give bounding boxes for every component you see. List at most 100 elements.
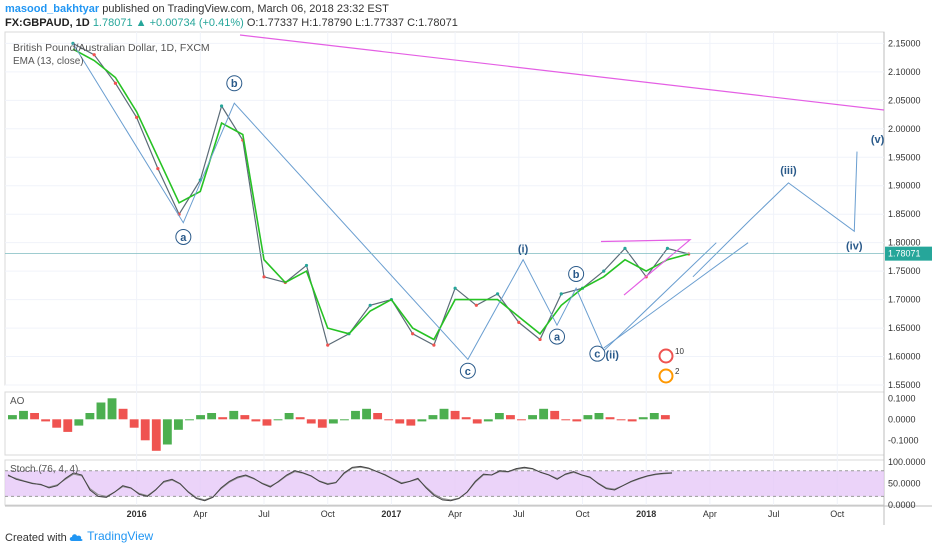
x-tick-label: Oct	[321, 509, 336, 519]
ao-bar	[185, 419, 194, 421]
ao-bar	[284, 413, 294, 420]
ao-tick-label: -0.1000	[888, 435, 919, 445]
ao-bar	[417, 419, 427, 422]
author-link[interactable]: masood_bakhtyar	[5, 3, 100, 15]
ao-bar	[649, 413, 659, 420]
high-value: H:1.78790	[301, 17, 353, 29]
wave-label: c	[594, 349, 600, 361]
ao-bar	[151, 419, 161, 451]
ao-bar	[273, 419, 283, 421]
open-value: O:1.77337	[246, 17, 299, 29]
ao-bar	[63, 419, 73, 432]
current-price-label: 1.78071	[888, 249, 921, 259]
wave-label: a	[180, 232, 187, 244]
ao-bar	[174, 419, 183, 430]
ao-bar	[373, 413, 383, 420]
ao-bar	[517, 419, 526, 421]
price-point	[262, 275, 266, 279]
y-tick-label: 1.80000	[888, 238, 921, 248]
y-tick-label: 2.00000	[888, 124, 921, 134]
ao-bar	[74, 419, 84, 426]
y-tick-label: 1.55000	[888, 380, 921, 390]
ao-bar	[605, 417, 615, 420]
resistance-trendline	[239, 34, 885, 111]
price-point	[156, 167, 160, 171]
ao-bar	[439, 408, 449, 420]
ao-bar	[162, 419, 172, 445]
price-point	[92, 53, 96, 57]
wave-label-circle	[549, 328, 566, 345]
wave-label: a	[554, 332, 561, 344]
event-badge	[658, 368, 674, 384]
wave-label-circle	[589, 345, 606, 362]
created-with-text: Created with	[5, 532, 67, 544]
event-badge-count: 10	[675, 347, 684, 356]
ao-bar	[85, 413, 95, 420]
last-price: 1.78071	[92, 17, 133, 29]
wave-label: (iii)	[780, 165, 797, 177]
price-point	[453, 286, 457, 290]
wave-label: (iv)	[846, 241, 863, 253]
wave-label: b	[573, 269, 580, 281]
ao-bar	[384, 419, 394, 421]
close-value: C:1.78071	[407, 17, 458, 29]
x-tick-label: Apr	[703, 509, 717, 519]
ao-bar	[506, 415, 515, 420]
price-point	[538, 337, 542, 342]
y-tick-label: 1.90000	[888, 181, 921, 191]
ao-bar	[483, 419, 493, 422]
ao-bar	[660, 415, 670, 420]
brand-name: TradingView	[87, 529, 154, 543]
ao-bar	[616, 419, 626, 421]
ao-bar	[583, 415, 593, 420]
ema-line	[72, 48, 689, 341]
wave-label-circle	[568, 265, 585, 282]
x-tick-label: Oct	[575, 509, 590, 519]
ao-tick-label: 0.0000	[888, 414, 916, 424]
wave-label: (i)	[518, 243, 529, 255]
ao-bar	[550, 410, 560, 420]
current-price-tag	[885, 246, 932, 261]
x-tick-label: 2016	[127, 509, 147, 519]
x-tick-label: Jul	[258, 509, 270, 519]
wave-label: b	[231, 78, 238, 90]
y-tick-label: 1.95000	[888, 152, 921, 162]
y-tick-label: 1.70000	[888, 295, 921, 305]
tradingview-logo[interactable]: TradingView	[68, 529, 153, 543]
ao-bar	[207, 413, 217, 420]
ao-bar	[240, 415, 250, 420]
ao-bar	[328, 419, 338, 424]
ao-bar	[528, 415, 537, 420]
ohlc-line: FX:GBPAUD, 1D 1.78071 ▲ +0.00734 (+0.41%…	[5, 17, 458, 29]
ao-bar	[351, 410, 360, 420]
ao-bar	[8, 415, 17, 420]
ao-bar	[129, 419, 139, 428]
stoch-tick-label: 100.0000	[888, 457, 926, 467]
price-point	[665, 246, 670, 250]
price-point	[559, 292, 563, 296]
y-tick-label: 1.60000	[888, 352, 921, 362]
ema-indicator-label[interactable]: EMA (13, close)	[13, 56, 84, 67]
ao-bar	[118, 408, 128, 420]
symbol-label[interactable]: FX:GBPAUD, 1D	[5, 17, 90, 29]
price-point	[304, 263, 309, 268]
published-text: published on TradingView.com, March 06, …	[102, 3, 389, 15]
ao-bar	[450, 410, 460, 420]
ao-bar	[472, 419, 482, 424]
price-point	[602, 269, 606, 273]
triangle-pattern	[600, 239, 692, 296]
wave-line	[72, 43, 717, 361]
ao-bar	[140, 419, 150, 441]
ao-bar	[262, 419, 272, 426]
wave-label: (ii)	[606, 349, 620, 361]
price-point	[219, 104, 224, 108]
low-value: L:1.77337	[355, 17, 405, 29]
y-tick-label: 2.10000	[888, 67, 921, 77]
y-tick-label: 2.15000	[888, 38, 921, 48]
y-tick-label: 2.05000	[888, 95, 921, 105]
wave-label-circle	[459, 362, 476, 379]
ao-bar	[627, 419, 637, 422]
ao-bar	[395, 419, 405, 424]
price-change: +0.00734 (+0.41%)	[149, 17, 244, 29]
